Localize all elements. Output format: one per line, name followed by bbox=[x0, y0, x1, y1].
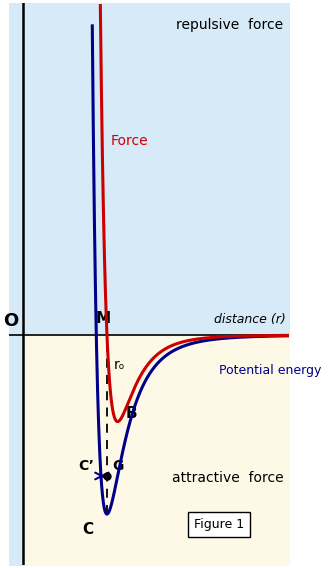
Text: attractive  force: attractive force bbox=[172, 471, 283, 485]
Text: G: G bbox=[113, 459, 124, 473]
Text: C: C bbox=[82, 522, 93, 537]
Text: Force: Force bbox=[111, 134, 148, 148]
Text: Potential energy: Potential energy bbox=[219, 365, 321, 377]
Text: O: O bbox=[4, 312, 19, 330]
Text: distance (r): distance (r) bbox=[214, 313, 286, 326]
Text: M: M bbox=[95, 311, 110, 326]
Text: Figure 1: Figure 1 bbox=[194, 518, 244, 531]
Text: B: B bbox=[126, 407, 138, 421]
Text: C’: C’ bbox=[78, 459, 94, 473]
Text: rₒ: rₒ bbox=[114, 358, 125, 372]
Text: repulsive  force: repulsive force bbox=[176, 18, 283, 32]
